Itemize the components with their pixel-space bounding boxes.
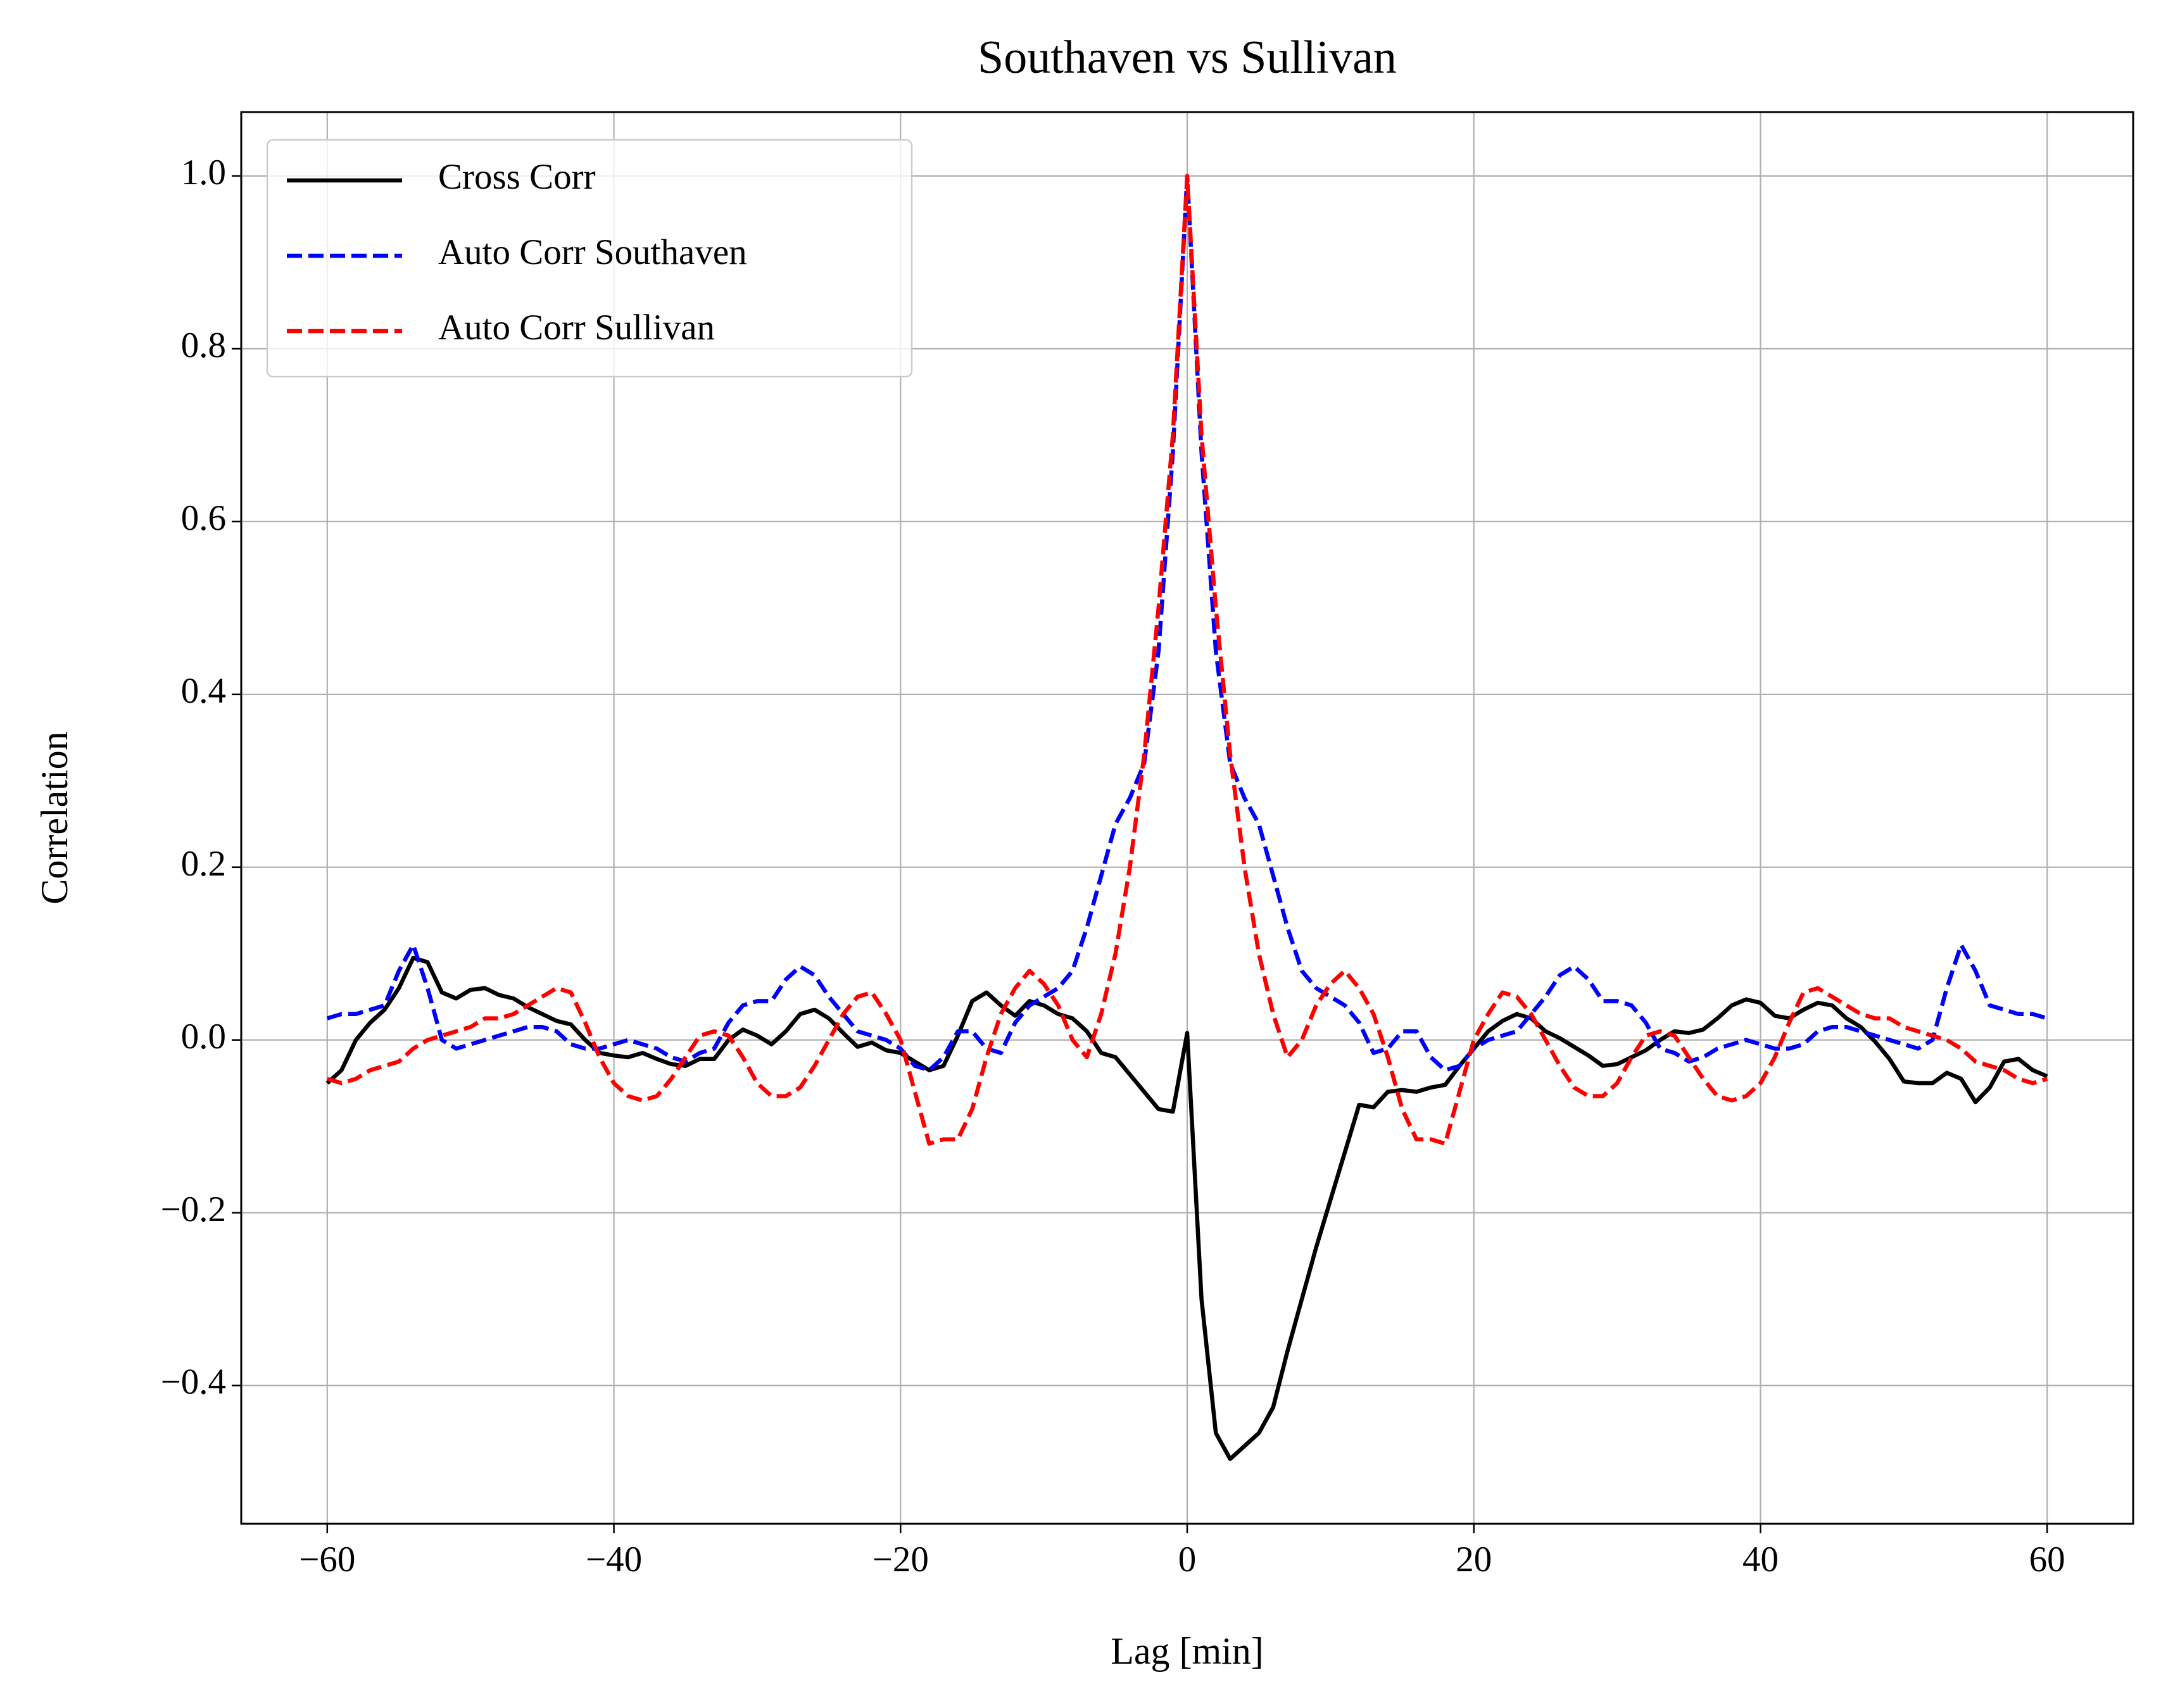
series-line — [325, 955, 2048, 1461]
x-tick-label: 0 — [1178, 1540, 1197, 1579]
plot-lines — [325, 173, 2048, 1461]
x-tick-label: −20 — [873, 1540, 929, 1579]
y-tick-label: 0.0 — [181, 1017, 226, 1057]
y-tick-label: 0.4 — [181, 671, 226, 711]
y-tick-label: −0.2 — [161, 1190, 226, 1229]
x-tick-label: 20 — [1456, 1540, 1492, 1579]
y-axis-label: Correlation — [34, 731, 75, 904]
y-tick-label: −0.4 — [161, 1362, 226, 1402]
legend-label: Auto Corr Southaven — [438, 232, 747, 272]
legend: Cross Corr Auto Corr Southaven Auto Corr S… — [266, 139, 913, 378]
legend-label: Cross Corr — [438, 157, 596, 197]
chart-title: Southaven vs Sullivan — [978, 32, 1397, 84]
series-line — [326, 173, 2048, 1146]
y-tick-label: 0.2 — [181, 844, 226, 884]
legend-box — [266, 139, 913, 378]
ticks: −60 −40 −20 0 20 40 60 −0.4 −0.2 0.0 0.2 0.4 0.6 0.8 1… — [161, 153, 2065, 1579]
x-axis-label: Lag [min] — [1111, 1630, 1264, 1672]
x-tick-label: −40 — [586, 1540, 642, 1579]
x-tick-label: 60 — [2029, 1540, 2065, 1579]
legend-label: Auto Corr Sullivan — [438, 308, 715, 348]
x-tick-label: −60 — [299, 1540, 355, 1579]
y-tick-label: 1.0 — [181, 153, 226, 192]
x-tick-label: 40 — [1742, 1540, 1779, 1579]
y-tick-label: 0.8 — [181, 325, 226, 365]
y-tick-label: 0.6 — [181, 498, 226, 538]
